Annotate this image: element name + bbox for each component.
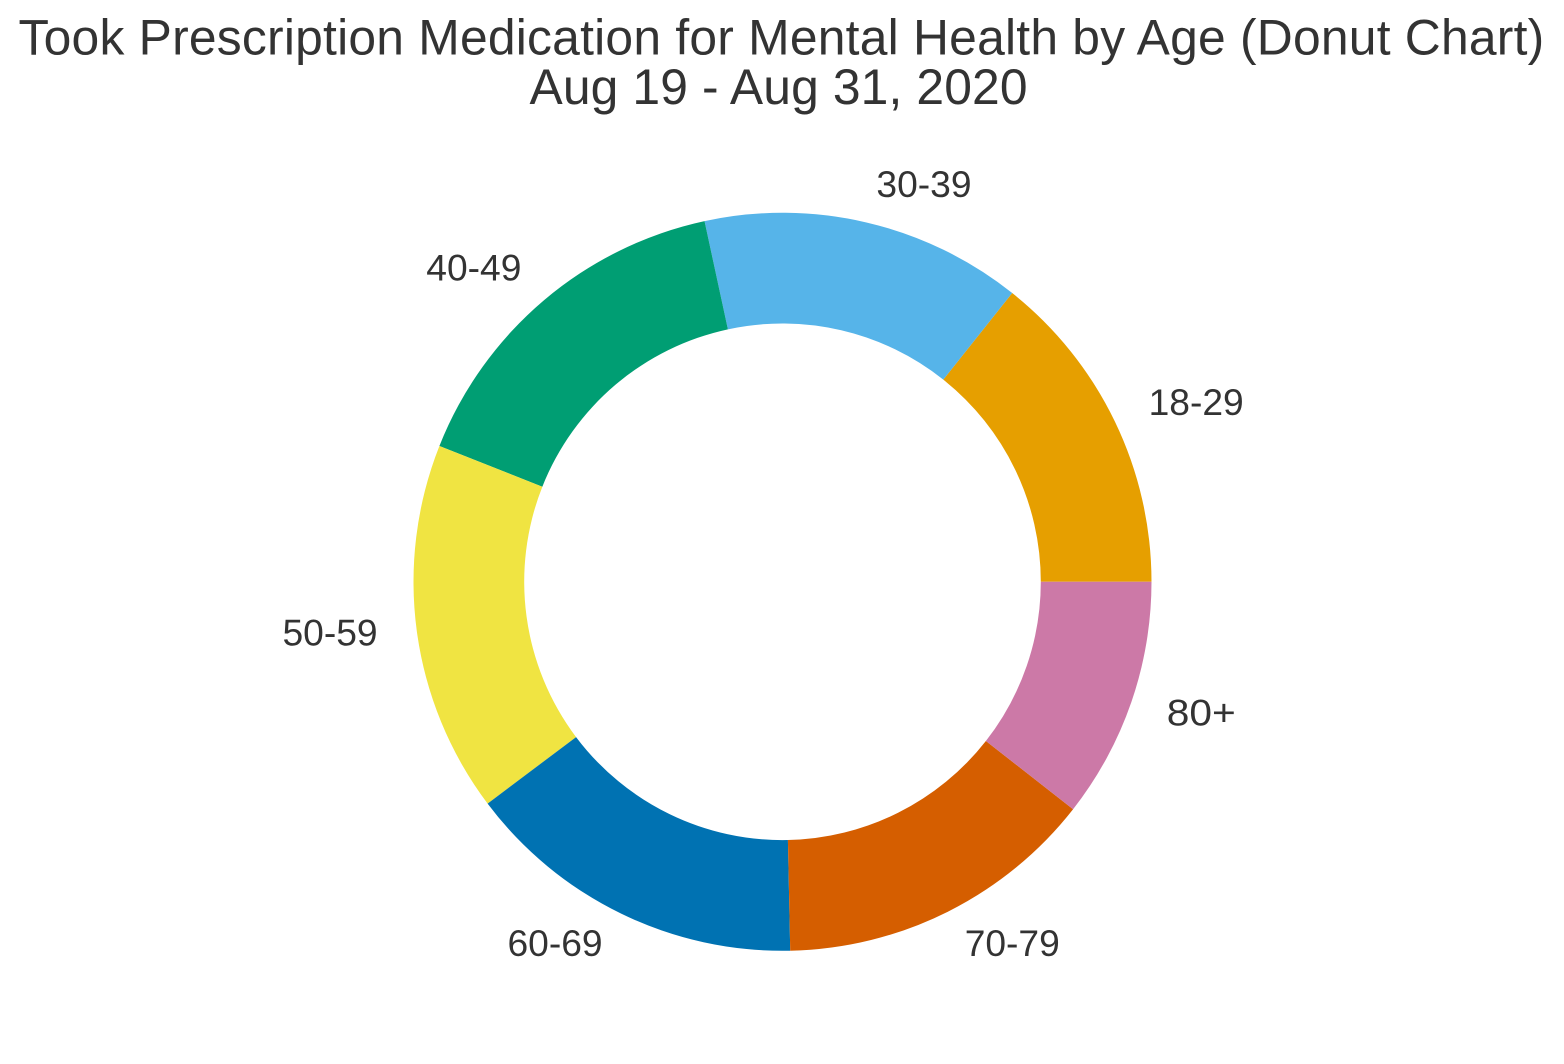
svg-text:80+: 80+ <box>1167 691 1236 733</box>
svg-text:50-59: 50-59 <box>282 612 377 654</box>
svg-text:40-49: 40-49 <box>426 247 521 289</box>
svg-text:18-29: 18-29 <box>1149 381 1244 423</box>
svg-text:70-79: 70-79 <box>965 922 1060 964</box>
svg-text:60-69: 60-69 <box>507 922 602 964</box>
svg-text:Took Prescription Medication f: Took Prescription Medication for Mental … <box>19 10 1545 66</box>
svg-text:30-39: 30-39 <box>876 163 971 205</box>
svg-text:Aug 19 - Aug 31, 2020: Aug 19 - Aug 31, 2020 <box>530 59 1028 115</box>
